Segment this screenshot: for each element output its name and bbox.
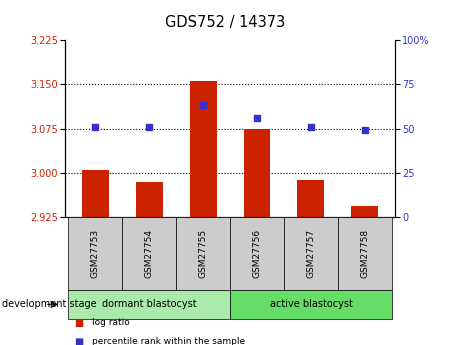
Bar	[298, 180, 324, 217]
Point	[361, 128, 368, 133]
Point	[145, 124, 152, 129]
Point	[199, 103, 207, 108]
Bar	[351, 206, 378, 217]
Text: GSM27757: GSM27757	[307, 229, 315, 278]
Text: GSM27753: GSM27753	[91, 229, 100, 278]
Text: percentile rank within the sample: percentile rank within the sample	[92, 337, 246, 345]
Point	[253, 115, 261, 121]
Text: development stage: development stage	[2, 299, 97, 309]
Text: ■: ■	[74, 318, 84, 327]
Text: GSM27755: GSM27755	[198, 229, 207, 278]
Text: dormant blastocyst: dormant blastocyst	[102, 299, 196, 309]
Text: GDS752 / 14373: GDS752 / 14373	[166, 15, 285, 30]
Text: ■: ■	[74, 337, 84, 345]
Bar	[244, 128, 271, 217]
Bar	[82, 170, 109, 217]
Point	[308, 124, 315, 129]
Text: GSM27756: GSM27756	[253, 229, 262, 278]
Bar	[136, 182, 162, 217]
Text: GSM27754: GSM27754	[145, 229, 153, 278]
Text: active blastocyst: active blastocyst	[270, 299, 352, 309]
Point	[92, 124, 99, 129]
Bar	[189, 81, 216, 217]
Text: log ratio: log ratio	[92, 318, 130, 327]
Text: GSM27758: GSM27758	[360, 229, 369, 278]
